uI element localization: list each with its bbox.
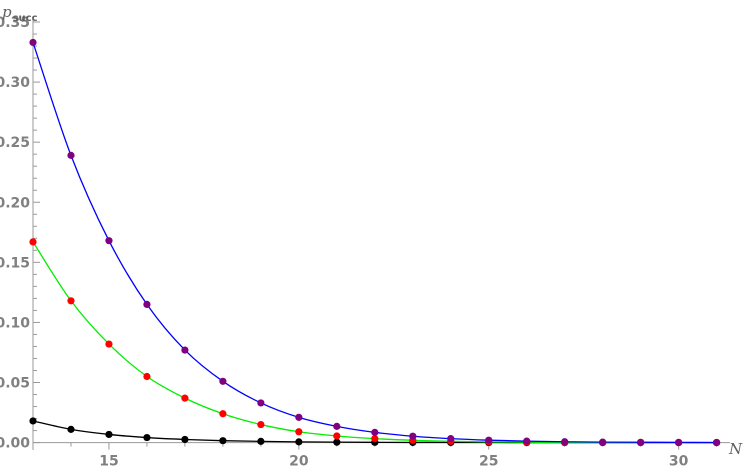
series-3-point bbox=[105, 430, 113, 439]
series-2-point bbox=[257, 420, 265, 429]
series-line-1 bbox=[32, 42, 717, 444]
series-1-point bbox=[371, 428, 379, 436]
series-line-2 bbox=[32, 241, 717, 444]
y-tick-label: 0.05 bbox=[0, 376, 30, 392]
series-layer bbox=[29, 38, 721, 447]
series-2-point bbox=[105, 340, 113, 348]
series-2-point bbox=[333, 432, 341, 440]
series-2-point bbox=[219, 410, 227, 418]
x-tick-label: 30 bbox=[669, 454, 689, 470]
series-2-point bbox=[143, 372, 151, 381]
series-1-point bbox=[561, 438, 569, 446]
series-1-point bbox=[143, 300, 151, 308]
series-1-point bbox=[29, 38, 37, 47]
series-1-point bbox=[485, 436, 493, 444]
x-tick-label: 20 bbox=[289, 454, 309, 470]
y-tick-label: 0.35 bbox=[0, 15, 30, 31]
series-1-point bbox=[713, 438, 721, 447]
series-3-point bbox=[181, 435, 189, 444]
y-tick-label: 0.15 bbox=[0, 255, 30, 271]
series-1-point bbox=[295, 413, 303, 421]
x-tick-label: 25 bbox=[479, 454, 498, 470]
x-axis-title: N bbox=[728, 440, 743, 458]
series-1-point bbox=[675, 438, 683, 447]
y-tick-label: 0.25 bbox=[0, 135, 30, 151]
series-1-point bbox=[105, 237, 113, 245]
series-2-point bbox=[29, 238, 37, 246]
series-3-point bbox=[143, 433, 151, 442]
y-tick-label: 0.30 bbox=[0, 75, 30, 91]
series-2-point bbox=[371, 435, 379, 443]
series-1-point bbox=[409, 432, 417, 440]
series-1-point bbox=[67, 151, 75, 159]
series-1-point bbox=[637, 438, 645, 446]
series-1-point bbox=[219, 377, 227, 385]
series-1-point bbox=[523, 437, 531, 445]
series-3-point bbox=[333, 438, 341, 446]
y-tick-label: 0.10 bbox=[0, 315, 30, 331]
y-axis-title-main: p bbox=[2, 3, 12, 21]
y-axis-title-sub: succ bbox=[13, 13, 38, 24]
series-1-point bbox=[257, 399, 265, 407]
series-3-point bbox=[219, 437, 227, 445]
series-1-point bbox=[181, 346, 189, 354]
series-1-point bbox=[333, 422, 341, 430]
series-2-point bbox=[295, 428, 303, 436]
series-1-point bbox=[447, 435, 455, 443]
series-3-point bbox=[257, 437, 265, 445]
y-axis-title: psucc bbox=[2, 3, 38, 24]
series-2-point bbox=[181, 394, 189, 402]
x-tick-label: 15 bbox=[99, 454, 118, 470]
axes: 0.00 0.05 0.10 0.15 0.20 0.25 0.30 0.35 15 20 25 30 bbox=[0, 15, 730, 470]
series-1-point bbox=[599, 438, 607, 446]
series-3-point bbox=[29, 417, 37, 425]
y-tick-label: 0.20 bbox=[0, 195, 30, 211]
series-3-point bbox=[295, 438, 303, 446]
series-2-point bbox=[67, 297, 75, 305]
y-tick-label: 0.00 bbox=[0, 436, 30, 452]
series-3-point bbox=[67, 425, 75, 433]
